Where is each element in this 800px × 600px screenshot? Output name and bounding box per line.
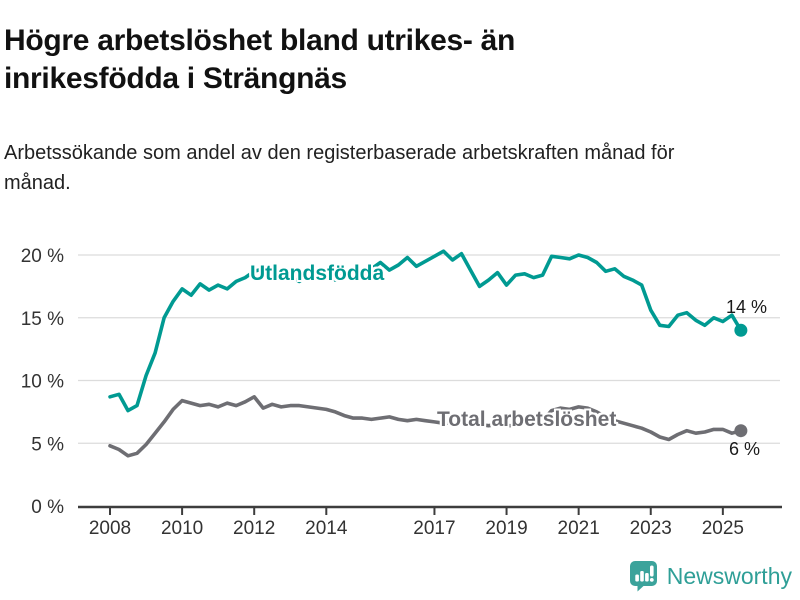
brand-name: Newsworthy — [666, 562, 792, 589]
x-tick-label: 2023 — [630, 518, 672, 539]
x-tick-label: 2010 — [161, 518, 203, 539]
end-value-total: 6 % — [729, 439, 761, 459]
y-tick-label: 10 % — [21, 372, 64, 393]
x-tick-label: 2017 — [413, 518, 455, 539]
series-line-0 — [108, 249, 743, 413]
series-end-dot-1 — [734, 424, 748, 438]
series-label-utlandsfodda: Utlandsfödda — [250, 262, 385, 285]
newsworthy-logo-icon — [629, 561, 657, 592]
chart-title: Högre arbetslöshet bland utrikes- än inr… — [4, 24, 515, 96]
newsworthy-brand: Newsworthy — [629, 560, 792, 592]
series-label-total-arbetsloshet: Total arbetslöshet — [437, 408, 617, 431]
series-line-1 — [108, 394, 743, 458]
end-value-utlandsfodda: 14 % — [726, 297, 768, 317]
x-tick-label: 2012 — [233, 518, 275, 539]
logo-bar-2 — [639, 571, 644, 582]
logo-exclamation — [649, 565, 654, 577]
x-tick-label: 2025 — [702, 518, 744, 539]
series-end-dot-0 — [734, 323, 748, 337]
x-tick-label: 2019 — [485, 518, 527, 539]
x-tick-label: 2008 — [89, 518, 131, 539]
logo-bar-1 — [635, 574, 639, 582]
chart-subtitle: Arbetssökande som andel av den registerb… — [4, 142, 675, 194]
y-tick-label: 5 % — [31, 434, 64, 455]
y-tick-label: 20 % — [21, 246, 64, 267]
logo-bar-3 — [644, 573, 649, 582]
x-tick-label: 2014 — [305, 518, 348, 539]
x-tick-label: 2021 — [558, 518, 600, 539]
y-tick-label: 0 % — [31, 497, 64, 518]
y-tick-label: 15 % — [21, 309, 64, 330]
